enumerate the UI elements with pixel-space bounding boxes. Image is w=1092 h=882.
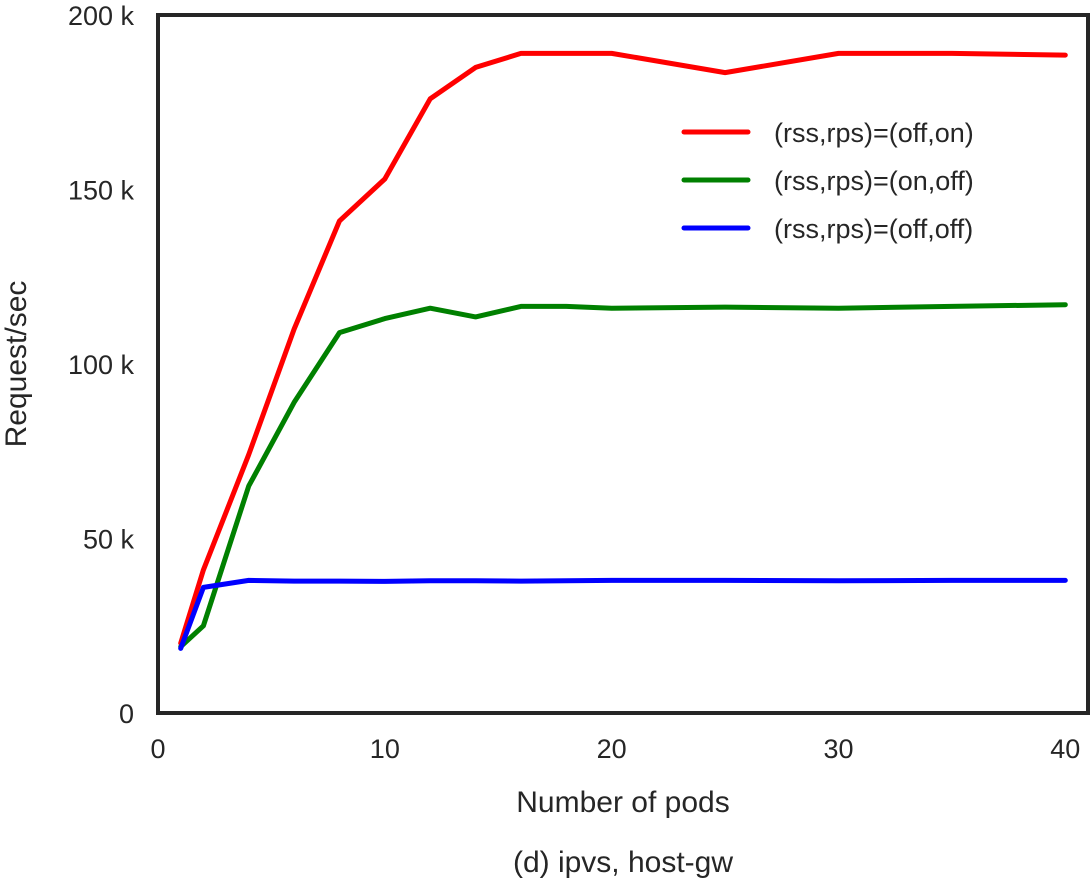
x-tick-label: 0 xyxy=(150,734,165,764)
legend: (rss,rps)=(off,on) (rss,rps)=(on,off) (rss… xyxy=(681,118,974,244)
figure-caption: (d) ipvs, host-gw xyxy=(513,846,733,879)
y-axis-label: Request/sec xyxy=(0,281,33,448)
y-tick-label: 100 k xyxy=(68,350,135,380)
legend-label-0: (rss,rps)=(off,on) xyxy=(774,118,974,148)
y-tick-labels: 0 50 k 100 k 150 k 200 k xyxy=(68,1,135,729)
legend-label-1: (rss,rps)=(on,off) xyxy=(774,166,974,196)
series-layer xyxy=(178,50,1068,651)
x-axis-label: Number of pods xyxy=(516,786,729,819)
legend-label-2: (rss,rps)=(off,off) xyxy=(774,214,973,244)
x-tick-label: 20 xyxy=(597,734,627,764)
y-tick-label: 50 k xyxy=(83,525,135,555)
y-tick-label: 0 xyxy=(119,699,134,729)
y-tick-label: 200 k xyxy=(68,1,135,31)
x-tick-label: 30 xyxy=(823,734,853,764)
series-line-0 xyxy=(178,50,1068,646)
x-tick-labels: 0 10 20 30 40 xyxy=(150,734,1080,764)
x-tick-label: 40 xyxy=(1050,734,1080,764)
plot-frame xyxy=(156,13,1090,715)
y-tick-label: 150 k xyxy=(68,176,135,206)
series-line-2 xyxy=(178,577,1068,651)
x-tick-label: 10 xyxy=(370,734,400,764)
series-line-1 xyxy=(178,302,1068,650)
